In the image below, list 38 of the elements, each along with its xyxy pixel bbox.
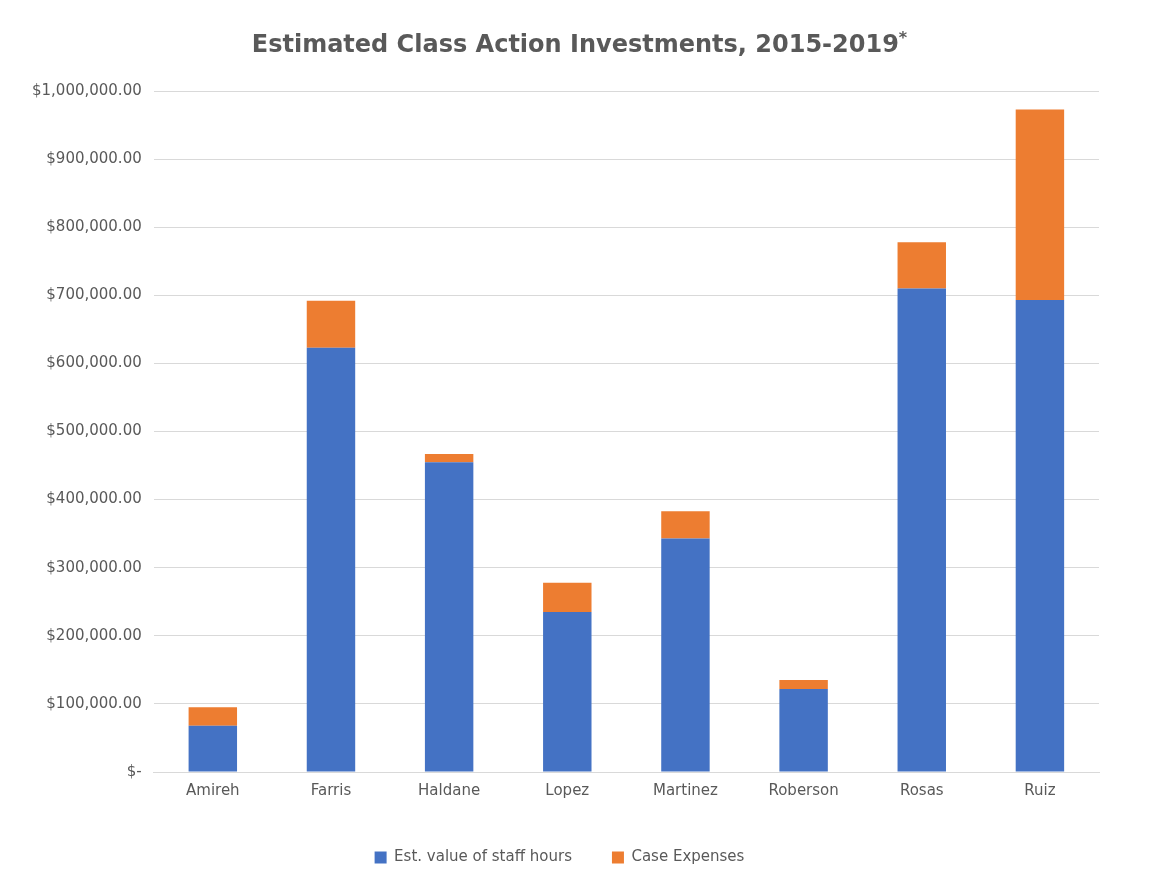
x-tick-label: Ruiz — [1024, 780, 1056, 799]
bar — [897, 288, 946, 772]
bar — [306, 347, 356, 772]
y-tick-label: $700,000.00 — [46, 285, 142, 304]
bar — [188, 707, 238, 726]
bar — [661, 511, 710, 539]
bar — [543, 582, 592, 612]
y-tick-label: $800,000.00 — [46, 217, 142, 236]
x-tick-label: Lopez — [545, 780, 590, 799]
bar — [779, 688, 828, 772]
bar — [779, 680, 828, 689]
chart-title: Estimated Class Action Investments, 2015-2019$^{*}$ — [250, 28, 909, 58]
x-tick-label: Farris — [310, 780, 352, 799]
x-tick-label: Roberson — [768, 780, 839, 799]
y-tick-label: $100,000.00 — [46, 693, 142, 712]
bar — [188, 725, 238, 772]
y-tick-label: $500,000.00 — [46, 421, 142, 440]
legend-label: Case Expenses — [631, 847, 745, 866]
y-tick-label: $400,000.00 — [46, 489, 142, 508]
bar — [1015, 300, 1065, 772]
bar — [424, 453, 474, 463]
y-tick-label: $200,000.00 — [46, 625, 142, 644]
x-tick-label: Martinez — [652, 780, 719, 799]
bar — [543, 611, 592, 772]
y-tick-label: $- — [126, 761, 142, 780]
bar — [424, 462, 474, 772]
legend-label: Est. value of staff hours — [394, 847, 573, 866]
x-tick-label: Amireh — [186, 780, 240, 799]
y-tick-label: $600,000.00 — [46, 353, 142, 372]
bar — [661, 538, 710, 772]
y-tick-label: $1,000,000.00 — [31, 80, 142, 99]
x-tick-label: Rosas — [899, 780, 944, 799]
y-tick-label: $300,000.00 — [46, 557, 142, 576]
bar — [1015, 109, 1065, 301]
y-tick-label: $900,000.00 — [46, 148, 142, 167]
bar — [306, 300, 356, 348]
x-tick-label: Haldane — [418, 780, 481, 799]
bar — [897, 242, 946, 289]
